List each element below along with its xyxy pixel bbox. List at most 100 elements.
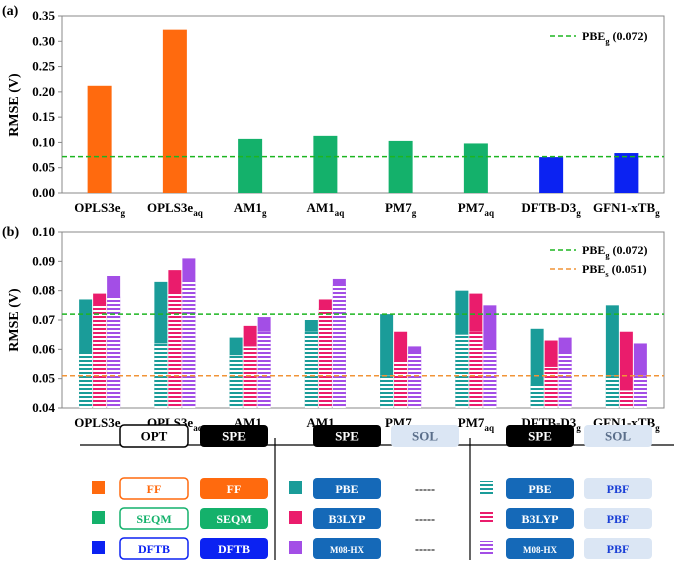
bar-sol xyxy=(530,384,544,408)
panel-b-y-axis: 0.04 0.05 0.06 0.07 0.08 0.09 0.10 xyxy=(32,224,62,415)
spe-pill xyxy=(200,508,268,529)
spe-pill-label: DFTB xyxy=(218,542,250,556)
bar xyxy=(238,138,263,193)
bar-sol xyxy=(619,390,633,408)
bar-sol xyxy=(318,308,332,408)
legend-table: OPT SPE SPE SOL SPE SOL FF FF PBE ----- PBE PBF SEQM… xyxy=(80,424,674,560)
bar-sol xyxy=(182,281,196,408)
opt-pill-label: SEQM xyxy=(136,512,171,526)
panel-b-label: (b) xyxy=(2,225,19,240)
method-pill xyxy=(506,478,574,499)
no-solvent-dash: ----- xyxy=(415,542,435,556)
sol-pill xyxy=(584,538,652,559)
panel-b-reference-lines xyxy=(62,313,664,377)
y-tick-label: 0.06 xyxy=(32,341,55,356)
y-tick-label: 0.30 xyxy=(32,33,55,48)
legend-swatch-dftb xyxy=(92,541,105,554)
method-pill-label: B3LYP xyxy=(329,512,366,526)
header-sol xyxy=(391,425,459,447)
x-tick-label: DFTB-D3g xyxy=(521,200,581,218)
header-spe xyxy=(200,425,268,447)
legend-label: PBEg (0.072) xyxy=(582,243,648,260)
header-spe xyxy=(313,425,381,447)
x-tick-label: OPLS3eg xyxy=(74,415,125,433)
header-opt-label: OPT xyxy=(141,429,168,444)
x-tick-label: AM1aq xyxy=(306,200,344,218)
x-tick-label: AM1g xyxy=(234,200,267,218)
method-pill xyxy=(313,538,381,559)
legend-table-cells: OPT SPE SPE SOL SPE SOL FF FF PBE ----- PBE PBF SEQM… xyxy=(92,424,652,560)
header-sol-label: SOL xyxy=(412,429,438,444)
bar-sol xyxy=(469,331,483,408)
bar-sol xyxy=(79,352,93,408)
bar-sol xyxy=(332,284,346,408)
y-tick-label: 0.10 xyxy=(32,224,55,239)
bar xyxy=(614,153,639,193)
header-opt xyxy=(119,424,189,448)
y-tick-label: 0.05 xyxy=(32,371,55,386)
header-spe-label: SPE xyxy=(528,429,552,444)
legend-swatch-sol xyxy=(480,481,493,494)
bar xyxy=(313,135,338,193)
x-tick-label: PM7aq xyxy=(458,415,494,433)
opt-pill xyxy=(119,507,189,530)
bar-sol xyxy=(408,352,422,408)
header-spe-label: SPE xyxy=(335,429,359,444)
opt-pill xyxy=(119,537,189,560)
sol-pill-label: PBF xyxy=(607,482,630,496)
sol-pill-label: PBF xyxy=(607,542,630,556)
panel-b-chart: (b) 0.04 0.05 0.06 0.07 0.08 0.09 0.10 RMSE (V… xyxy=(2,224,665,433)
bar xyxy=(162,29,187,194)
bar-sol xyxy=(257,331,271,408)
bar-spe xyxy=(619,331,633,408)
bar-sol xyxy=(107,296,121,408)
method-pill-label: PBE xyxy=(335,482,358,496)
bar-sol xyxy=(558,352,572,408)
spe-pill xyxy=(200,538,268,559)
bar-sol xyxy=(394,361,408,408)
method-pill-label: M08-HX xyxy=(523,545,557,555)
bar xyxy=(87,85,112,193)
bar-sol xyxy=(168,293,182,408)
panel-a-x-axis: OPLS3eg OPLS3eaq AM1g AM1aq PM7g PM7aq DFTB-D3… xyxy=(74,200,660,218)
y-tick-label: 0.04 xyxy=(32,400,55,415)
sol-pill xyxy=(584,478,652,499)
opt-pill-label: FF xyxy=(147,482,162,496)
y-tick-label: 0.07 xyxy=(32,312,55,327)
bar xyxy=(463,143,488,193)
bar-sol xyxy=(229,355,243,408)
bar-sol xyxy=(380,375,394,408)
method-pill-label: M08-HX xyxy=(330,545,364,555)
y-tick-label: 0.08 xyxy=(32,283,55,298)
method-pill-label: B3LYP xyxy=(522,512,559,526)
sol-pill-label: PBF xyxy=(607,512,630,526)
method-pill xyxy=(313,478,381,499)
panel-b-bars xyxy=(79,258,647,408)
y-tick-label: 0.10 xyxy=(32,134,55,149)
x-tick-label: OPLS3eg xyxy=(74,200,125,218)
y-tick-label: 0.35 xyxy=(32,8,55,23)
method-pill xyxy=(506,538,574,559)
bar-sol xyxy=(633,375,647,408)
header-sol xyxy=(584,425,652,447)
panel-a-frame xyxy=(61,15,665,194)
spe-pill-label: SEQM xyxy=(216,512,251,526)
panel-a-bars xyxy=(87,29,639,194)
spe-pill xyxy=(200,478,268,499)
x-tick-label: GFN1-xTBg xyxy=(593,200,660,218)
y-tick-label: 0.09 xyxy=(32,253,55,268)
bar-sol xyxy=(483,349,497,408)
method-pill xyxy=(506,508,574,529)
bar-sol xyxy=(605,375,619,408)
x-tick-label: PM7aq xyxy=(458,200,494,218)
x-tick-label: PM7g xyxy=(385,200,417,218)
legend-label: PBEs (0.051) xyxy=(582,262,647,279)
x-tick-label: OPLS3eaq xyxy=(147,200,203,218)
legend-swatch-spe xyxy=(289,481,302,494)
bar xyxy=(539,157,564,193)
panel-a-y-axis-label: RMSE (V) xyxy=(7,73,22,137)
panel-a-legend: PBEg (0.072) xyxy=(550,29,648,46)
panel-b-legend: PBEg (0.072) PBEs (0.051) xyxy=(550,243,648,279)
panel-a-chart: (a) 0.00 0.05 0.10 0.15 0.20 0.25 0.30 0.35 RMS… xyxy=(2,4,665,218)
